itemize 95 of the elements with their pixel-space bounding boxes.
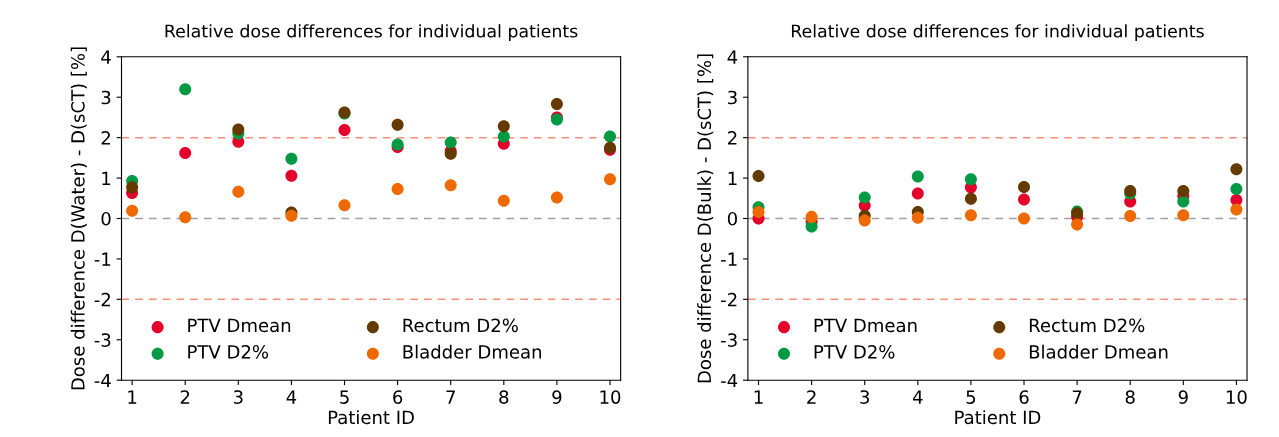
- point: [1177, 195, 1190, 208]
- point: [550, 98, 563, 111]
- legend-label: Rectum D2%: [1029, 318, 1145, 333]
- point: [603, 130, 617, 143]
- y-tick-label: -3: [721, 333, 737, 347]
- x-axis-title: Patient ID: [955, 410, 1041, 425]
- x-tick-label: 9: [1178, 390, 1188, 404]
- point: [964, 192, 977, 205]
- point: [126, 181, 139, 194]
- y-tick-label: -3: [94, 333, 111, 347]
- x-tick-label: 7: [1072, 390, 1082, 404]
- legend-label: PTV Dmean: [188, 318, 291, 333]
- y-tick-label: 0: [727, 211, 737, 226]
- y-tick-label: 1: [102, 171, 111, 185]
- point: [964, 173, 977, 186]
- y-tick-label: -4: [94, 373, 111, 388]
- point: [285, 169, 298, 182]
- point: [1071, 218, 1084, 231]
- y-tick-label: 4: [727, 50, 738, 64]
- x-tick-label: 6: [1019, 390, 1029, 404]
- x-tick-label: 10: [600, 390, 621, 404]
- point: [1124, 210, 1137, 223]
- x-tick-label: 3: [860, 390, 870, 404]
- point: [179, 211, 192, 224]
- y-tick-label: -1: [721, 252, 737, 266]
- point: [1230, 182, 1243, 196]
- point: [1230, 203, 1243, 216]
- point: [338, 199, 351, 212]
- legend-label: PTV Dmean: [814, 318, 917, 333]
- point: [285, 152, 298, 165]
- point: [1177, 209, 1190, 222]
- point: [964, 209, 977, 222]
- x-tick-label: 8: [499, 390, 509, 404]
- point: [858, 191, 871, 204]
- x-tick-label: 3: [233, 390, 243, 404]
- y-tick-label: 4: [101, 50, 111, 64]
- x-tick-label: 4: [286, 390, 297, 404]
- y-tick-label: -1: [94, 252, 111, 266]
- point: [550, 191, 563, 204]
- legend-label: Rectum D2%: [403, 318, 518, 333]
- x-tick-label: 2: [807, 390, 816, 404]
- y-tick-label: 3: [101, 90, 111, 105]
- point: [858, 214, 871, 227]
- point: [1018, 212, 1031, 225]
- point: [232, 185, 245, 198]
- y-tick-label: -4: [721, 373, 738, 388]
- x-tick-label: 5: [340, 390, 349, 404]
- x-tick-label: 8: [1125, 390, 1135, 404]
- point: [126, 204, 139, 217]
- point: [444, 179, 457, 192]
- legend-label: Bladder Dmean: [403, 344, 541, 359]
- y-tick-label: -2: [94, 292, 110, 307]
- point: [1018, 193, 1031, 206]
- point: [911, 170, 924, 183]
- y-tick-label: -2: [721, 292, 737, 307]
- x-axis-title: Patient ID: [328, 410, 414, 425]
- chart-title: Relative dose differences for individual patients: [791, 24, 1204, 41]
- y-tick-label: 3: [728, 90, 737, 105]
- y-tick-label: 0: [101, 211, 111, 226]
- point: [1177, 185, 1190, 198]
- y-axis-title: Dose difference D(Water) - D(sCT) [%]: [70, 47, 87, 390]
- point: [603, 173, 617, 186]
- point: [179, 147, 192, 160]
- x-tick-label: 4: [912, 390, 923, 404]
- point: [497, 194, 510, 207]
- point: [391, 118, 404, 131]
- x-tick-label: 1: [128, 390, 137, 404]
- point: [391, 182, 404, 196]
- point: [497, 120, 510, 133]
- legend-label: Bladder Dmean: [1029, 344, 1168, 359]
- point: [1230, 163, 1243, 176]
- point: [911, 211, 924, 224]
- point: [232, 123, 245, 136]
- x-tick-label: 10: [1226, 390, 1247, 404]
- x-tick-label: 5: [966, 390, 976, 404]
- point: [805, 210, 818, 223]
- legend-label: PTV D2%: [188, 344, 269, 359]
- y-tick-label: 1: [728, 171, 737, 185]
- x-tick-label: 6: [393, 390, 403, 404]
- y-tick-label: 2: [101, 131, 110, 145]
- x-tick-label: 2: [180, 390, 190, 404]
- y-tick-label: 2: [728, 131, 737, 145]
- legend-label: PTV D2%: [814, 344, 895, 359]
- point: [338, 123, 351, 136]
- chart-title: Relative dose differences for individual patients: [165, 24, 578, 41]
- point: [911, 187, 924, 200]
- y-axis-title: Dose difference D(Bulk) - D(sCT) [%]: [697, 54, 714, 383]
- point: [444, 136, 457, 149]
- x-tick-label: 1: [754, 390, 763, 404]
- point: [752, 170, 765, 183]
- x-tick-label: 9: [552, 390, 562, 404]
- point: [752, 206, 765, 219]
- point: [179, 83, 192, 96]
- x-tick-label: 7: [446, 390, 455, 404]
- point: [1018, 180, 1031, 193]
